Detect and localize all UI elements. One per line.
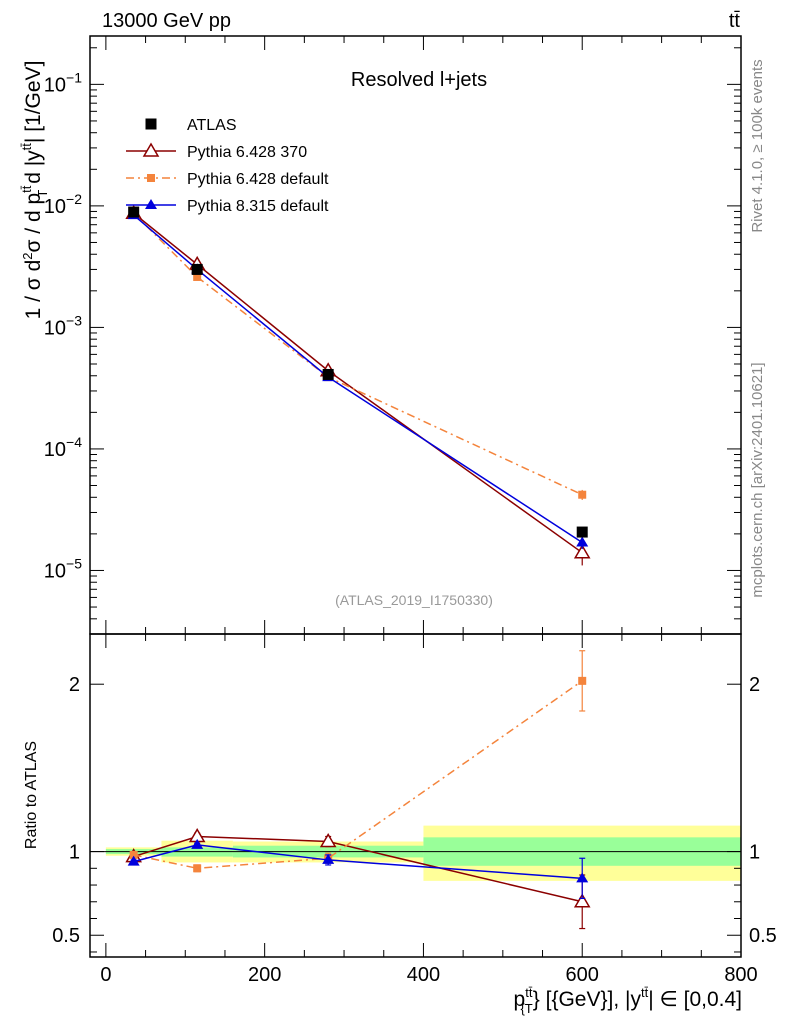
ratio-ytick-label-right: 1 [749, 842, 760, 864]
legend-marker-atlas [145, 118, 157, 130]
process-label: tt̄ [729, 10, 741, 32]
legend-label-pythia-8-315-default: Pythia 8.315 default [187, 198, 329, 215]
main-ytick-label: 10−5 [44, 555, 82, 582]
mcplots-label: mcplots.cern.ch [arXiv:2401.10621] [749, 362, 766, 597]
ratio-ylabel: Ratio to ATLAS [23, 741, 40, 849]
ratio-ytick-label: 0.5 [52, 925, 80, 947]
main-line-pythia-6-428-default [133, 212, 583, 496]
ratio-point-pythia-8-315-default [576, 872, 589, 883]
energy-label: 13000 GeV pp [102, 10, 231, 32]
ratio-line-pythia-6-428-370 [133, 835, 583, 903]
ratio-ytick-label: 2 [69, 674, 80, 696]
main-point-pythia-6-428-default [578, 490, 587, 499]
main-ytick-label: 10−1 [44, 69, 82, 96]
ratio-xtick-label: 0 [100, 964, 111, 986]
legend-label-pythia-6-428-370: Pythia 6.428 370 [187, 144, 307, 161]
main-ytick-label: 10−3 [44, 312, 82, 339]
main-point-pythia-8-315-default [576, 536, 589, 547]
ratio-xtick-label: 800 [724, 964, 757, 986]
ratio-xtick-label: 600 [566, 964, 599, 986]
legend-marker-pythia-6-428-370 [142, 142, 160, 157]
main-point-pythia-6-428-default [193, 272, 202, 281]
ratio-point-pythia-6-428-370 [573, 893, 591, 908]
main-point-pythia-6-428-370 [573, 544, 591, 559]
ratio-line-pythia-6-428-default [133, 680, 583, 870]
ratio-point-pythia-8-315-default [322, 853, 335, 864]
ratio-point-pythia-6-428-default [578, 676, 587, 685]
ratio-point-pythia-6-428-default [129, 850, 138, 859]
main-point-atlas [576, 526, 588, 538]
legend-label-pythia-6-428-default: Pythia 6.428 default [187, 171, 329, 188]
ratio-line-pythia-8-315-default [133, 844, 583, 880]
main-panel: 10−1 10−2 10−3 10−4 10−5 [44, 35, 742, 635]
ratio-xtick-label: 400 [407, 964, 440, 986]
ratio-ytick-label-right: 2 [749, 674, 760, 696]
legend-marker-pythia-6-428-default [147, 174, 155, 182]
ratio-point-pythia-6-428-default [193, 864, 202, 873]
legend-label-atlas: ATLAS [187, 117, 237, 134]
ratio-ytick-label-right: 0.5 [749, 925, 777, 947]
main-ytick-label: 10−2 [44, 191, 82, 218]
main-title: Resolved l+jets [351, 69, 487, 91]
main-point-atlas [322, 368, 334, 380]
ratio-point-pythia-8-315-default [127, 855, 140, 866]
rivet-label: Rivet 4.1.0, ≥ 100k events [749, 59, 766, 232]
main-line-pythia-8-315-default [133, 214, 583, 544]
main-line-pythia-6-428-370 [133, 212, 583, 554]
ratio-frame [89, 633, 742, 958]
legend-marker-pythia-8-315-default [145, 199, 157, 209]
legend: ATLAS Pythia 6.428 370 Pythia 6.428 defaul… [126, 117, 329, 215]
x-axis-label: ptt̄ {T} [{GeV}], |ytt̄| ∈ [0,0.4] [514, 985, 742, 1016]
ratio-panel: 0 200 400 600 800 0.5 0.5 1 1 2 2 [52, 633, 777, 986]
ratio-ytick-label: 1 [69, 842, 80, 864]
analysis-label: (ATLAS_2019_I1750330) [335, 592, 493, 608]
main-point-atlas [128, 206, 140, 218]
main-ylabel: 1 / σ d2σ / d ptt̄T d |ytt̄| [1/GeV] [19, 61, 50, 320]
main-point-atlas [191, 263, 203, 275]
ratio-point-pythia-6-428-370 [319, 833, 337, 848]
ratio-point-pythia-8-315-default [191, 838, 204, 849]
main-ytick-label: 10−4 [44, 434, 82, 461]
ratio-xtick-label: 200 [248, 964, 281, 986]
